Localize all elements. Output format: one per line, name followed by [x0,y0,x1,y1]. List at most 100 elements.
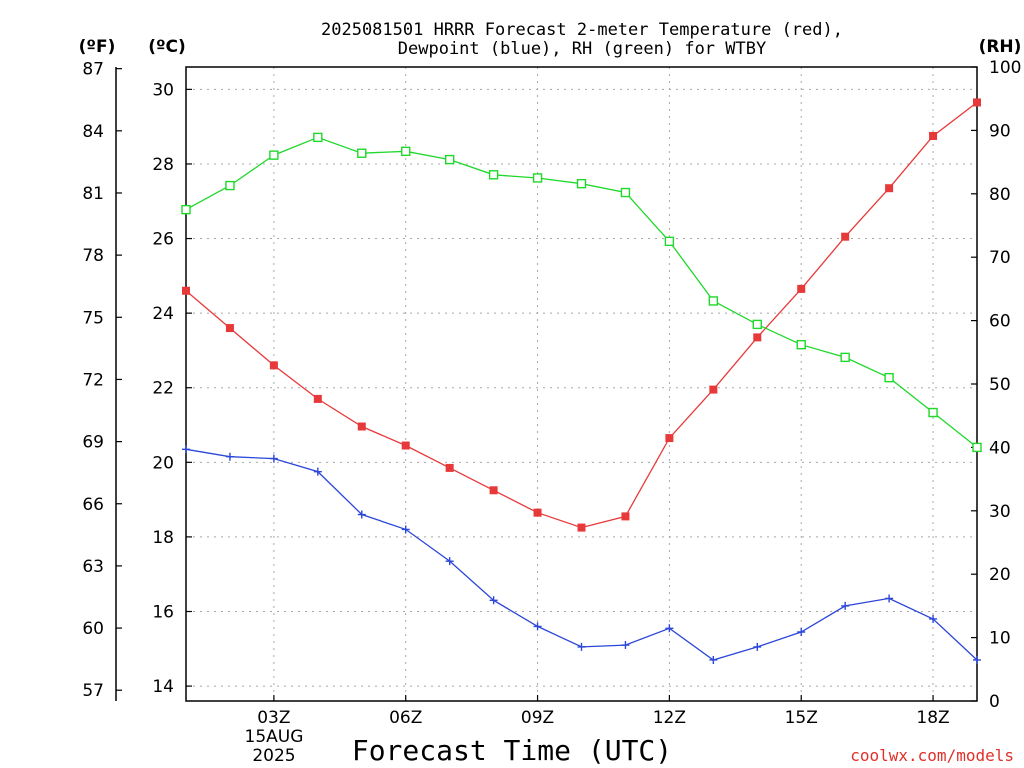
fahrenheit-tick-label: 87 [82,60,104,80]
series-layer [181,98,982,664]
dewpoint-point [401,525,410,534]
dewpoint-point [973,655,981,664]
fahrenheit-tick-label: 69 [82,433,104,453]
rh-point [708,296,719,306]
temperature-point [401,441,410,450]
temperature-point [753,333,762,342]
rh-tick-label: 50 [989,375,1011,395]
rh-series [181,132,982,453]
x-tick-label: 03Z [257,708,290,728]
temperature-point [929,131,938,140]
rh-point [884,372,894,383]
x-tick-label: 15Z [785,708,818,728]
rh-point [796,339,806,350]
rh-point [972,442,982,453]
dewpoint-point [709,655,718,664]
x-tick-label: 06Z [389,708,422,728]
rh-point [269,150,279,160]
plot-frame [185,66,978,702]
temperature-point [445,463,454,472]
celsius-tick-label: 14 [152,677,174,697]
fahrenheit-tick-label: 66 [82,495,104,515]
dewpoint-point [665,624,674,633]
celsius-tick-label: 20 [152,453,174,473]
dewpoint-point [269,454,278,463]
rh-point [181,204,191,215]
dewpoint-point [445,557,454,566]
temperature-point [709,385,718,394]
dewpoint-point [753,642,762,651]
rh-point [532,173,543,183]
rh-point [401,146,411,157]
rh-tick-label: 100 [989,58,1021,78]
rh-tick-label: 80 [989,185,1011,205]
dewpoint-point [182,445,190,454]
dewpoint-point [885,594,894,603]
rh-unit-label: (RH) [979,37,1022,57]
rh-point [357,148,367,158]
celsius-tick-label: 22 [152,379,174,399]
rh-tick-label: 0 [989,692,1000,712]
temperature-point [621,512,630,521]
rh-point [664,236,675,247]
temperature-point [269,361,278,370]
fahrenheit-tick-label: 81 [82,184,104,204]
dewpoint-point [313,467,322,476]
dewpoint-series [182,445,981,664]
axes [115,66,978,702]
fahrenheit-tick-label: 63 [82,557,104,577]
date-label-year: 2025 [252,746,295,766]
rh-point [840,352,850,363]
temperature-point [489,486,498,495]
dewpoint-point [357,510,366,519]
temperature-point [577,523,586,532]
temperature-point [533,508,542,517]
temperature-point [357,422,366,431]
dewpoint-point [489,596,498,605]
dewpoint-point [577,642,586,651]
chart-title-line-1: 2025081501 HRRR Forecast 2-meter Tempera… [321,20,843,40]
temperature-point [665,434,674,443]
rh-point [928,407,938,418]
rh-point [488,170,499,180]
dewpoint-point [797,628,806,637]
temperature-point [225,324,234,333]
grid-lines [186,67,977,701]
temperature-point [797,284,806,293]
fahrenheit-tick-label: 72 [82,370,104,390]
dewpoint-line [185,448,978,661]
rh-point [444,154,455,165]
fahrenheit-tick-label: 75 [82,308,104,328]
dewpoint-point [929,614,938,623]
celsius-tick-label: 16 [152,602,174,622]
temperature-line [185,101,978,529]
temperature-point [182,286,190,295]
celsius-tick-label: 26 [152,230,174,250]
rh-tick-label: 20 [989,565,1011,585]
chart-title-line-2: Dewpoint (blue), RH (green) for WTBY [398,39,766,59]
fahrenheit-unit-label: (ºF) [79,37,116,57]
temperature-point [313,394,322,403]
x-tick-label: 12Z [653,708,686,728]
rh-tick-label: 10 [989,629,1011,649]
temperature-series [182,98,981,532]
credit-text: coolwx.com/models [850,746,1014,765]
celsius-tick-label: 24 [152,304,174,324]
rh-point [752,319,762,330]
temperature-point [885,184,894,193]
celsius-tick-label: 30 [152,80,174,100]
dewpoint-point [225,452,234,461]
x-tick-label: 09Z [521,708,554,728]
dewpoint-point [533,622,542,631]
celsius-tick-label: 28 [152,155,174,175]
rh-tick-label: 90 [989,121,1011,141]
rh-tick-label: 40 [989,438,1011,458]
x-tick-label: 18Z [916,708,949,728]
rh-tick-label: 60 [989,312,1011,332]
rh-point [225,180,235,191]
fahrenheit-tick-label: 57 [82,681,104,701]
rh-tick-label: 70 [989,248,1011,268]
dewpoint-point [841,601,850,610]
celsius-tick-label: 18 [152,528,174,548]
